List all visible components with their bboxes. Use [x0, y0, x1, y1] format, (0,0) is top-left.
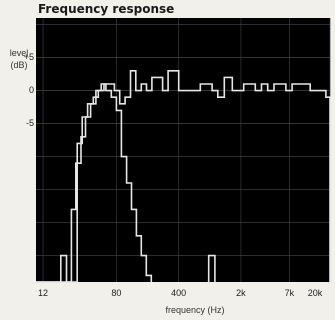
chart-title: Frequency response: [38, 2, 175, 16]
x-tick-label: 2k: [236, 288, 246, 298]
y-tick-label: +5: [23, 51, 34, 62]
response-curve-1: [36, 70, 331, 283]
y-tick-label: 0: [28, 84, 34, 95]
x-axis-title: frequency (Hz): [165, 305, 225, 315]
x-tick-label: 12: [38, 288, 49, 298]
response-curve-3: [207, 254, 216, 283]
x-tick-label: 80: [111, 288, 122, 298]
response-curves: [36, 70, 331, 283]
y-axis-title-line2: (dB): [10, 60, 28, 70]
plot-background: [36, 18, 330, 282]
y-tick-label: -5: [25, 117, 34, 128]
title-bar: [0, 0, 335, 18]
x-tick-label: 20k: [307, 288, 323, 298]
y-axis-title-line1: level: [9, 48, 29, 58]
x-tick-label: 400: [171, 288, 187, 298]
response-curve-2: [36, 83, 153, 283]
x-tick-label: 7k: [284, 288, 295, 298]
